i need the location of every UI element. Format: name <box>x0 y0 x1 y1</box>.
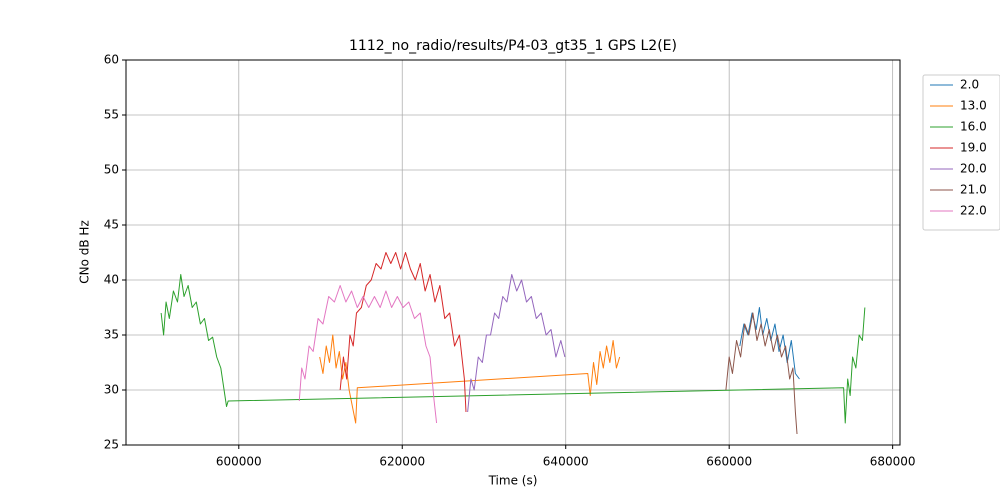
legend-label: 2.0 <box>960 78 979 92</box>
x-tick-label: 660000 <box>706 455 752 469</box>
series-line <box>467 274 566 413</box>
series-line <box>160 274 866 424</box>
y-axis-label: CNo dB Hz <box>78 220 92 284</box>
y-tick-label: 40 <box>104 273 119 287</box>
series-line <box>319 334 621 424</box>
y-tick-label: 35 <box>104 328 119 342</box>
legend-label: 13.0 <box>960 99 987 113</box>
y-tick-label: 45 <box>104 218 119 232</box>
legend-label: 19.0 <box>960 141 987 155</box>
plot-frame <box>125 59 901 446</box>
x-tick-label: 600000 <box>216 455 262 469</box>
legend-label: 22.0 <box>960 204 987 218</box>
legend-frame <box>922 74 1000 231</box>
x-tick-label: 620000 <box>379 455 425 469</box>
legend-label: 20.0 <box>960 162 987 176</box>
y-tick-label: 55 <box>104 108 119 122</box>
legend: 2.0 13.0 16.0 19.0 20.0 21.0 22.0 <box>922 74 1000 231</box>
x-tick-label: 680000 <box>870 455 916 469</box>
series-line <box>725 312 798 435</box>
series-line <box>339 252 467 413</box>
x-tick-label: 640000 <box>543 455 589 469</box>
legend-label: 21.0 <box>960 183 987 197</box>
y-tick-label: 60 <box>104 53 119 67</box>
y-tick-label: 30 <box>104 383 119 397</box>
y-tick-label: 50 <box>104 163 119 177</box>
legend-label: 16.0 <box>960 120 987 134</box>
series-line <box>298 285 438 424</box>
x-axis-label: Time (s) <box>488 474 538 488</box>
chart-title: 1112_no_radio/results/P4-03_gt35_1 GPS L… <box>349 38 677 54</box>
y-tick-label: 25 <box>104 438 119 452</box>
